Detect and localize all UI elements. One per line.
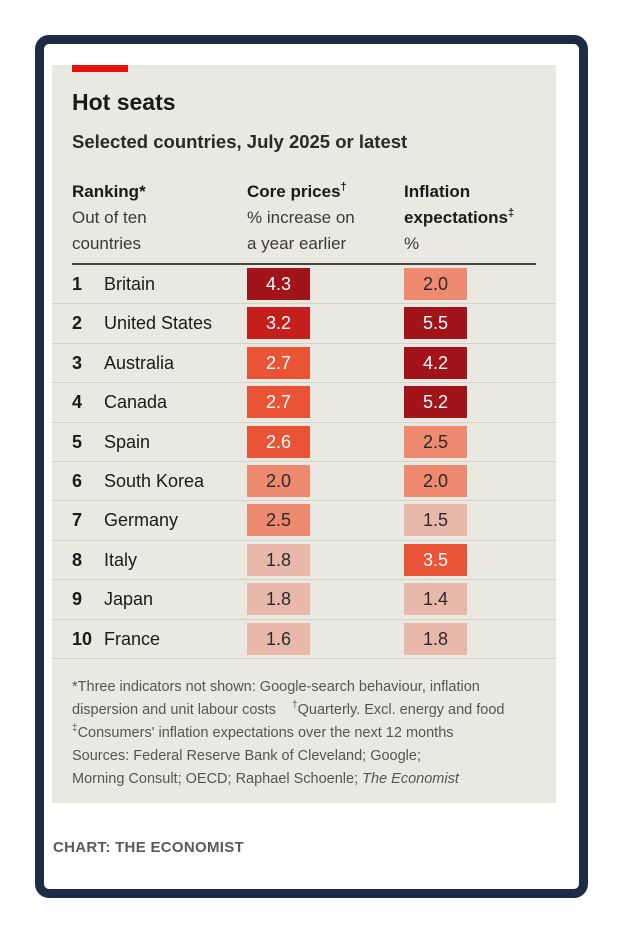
rank-number: 2 (72, 313, 83, 334)
footnote-line5: Morning Consult; OECD; Raphael Schoenle; (72, 771, 359, 787)
core-price-cell: 1.6 (247, 622, 310, 655)
core-price-cell: 1.8 (247, 583, 310, 616)
inflation-expectation-cell: 2.5 (404, 425, 467, 458)
inflation-expectation-cell: 5.2 (404, 386, 467, 419)
table-row: 1 Britain 4.3 2.0 (52, 265, 556, 305)
chart-credit: CHART: THE ECONOMIST (53, 839, 244, 856)
table-row: 7 Germany 2.5 1.5 (52, 501, 556, 541)
inflation-expectation-cell: 1.5 (404, 504, 467, 537)
rank-number: 6 (72, 470, 83, 491)
footnote-ddagger: ‡ (72, 723, 78, 734)
inflation-expectation-cell: 1.8 (404, 622, 467, 655)
table-row: 6 South Korea 2.0 2.0 (52, 462, 556, 502)
rank-number: 7 (72, 510, 83, 531)
inflation-header-label1: Inflation (404, 182, 471, 201)
inflation-header-mark: ‡ (507, 207, 515, 219)
data-table: 1 Britain 4.3 2.0 2 United States 3.2 5.5 3 Austr… (52, 265, 556, 659)
chart-title: Hot seats (72, 89, 176, 115)
table-row: 9 Japan 1.8 1.4 (52, 580, 556, 620)
inflation-expectation-cell: 2.0 (404, 268, 467, 300)
rank-number: 9 (72, 589, 83, 610)
country-name: Italy (104, 549, 138, 570)
footnote-line4: Sources: Federal Reserve Bank of Clevela… (72, 748, 421, 764)
footnotes: *Three indicators not shown: Google-sear… (72, 676, 548, 791)
core-header-label: Core prices (247, 182, 341, 201)
ranking-header-label: Ranking (72, 182, 140, 201)
country-name: Germany (104, 510, 179, 531)
footnote-line2b: Quarterly. Excl. energy and food (297, 702, 505, 718)
rank-number: 1 (72, 274, 83, 294)
country-name: Canada (104, 392, 168, 413)
core-price-cell: 2.6 (247, 425, 310, 458)
core-prices-column-header: Core prices† % increase on a year earlie… (247, 179, 355, 257)
rank-number: 3 (72, 352, 83, 373)
rank-number: 10 (72, 628, 93, 649)
core-price-cell: 2.7 (247, 346, 310, 379)
footnote-line3: Consumers' inflation expectations over t… (77, 725, 454, 741)
footnote-line1: *Three indicators not shown: Google-sear… (72, 679, 480, 695)
table-row: 10 France 1.6 1.8 (52, 620, 556, 659)
footnote-line5-italic: The Economist (362, 771, 459, 787)
chart-panel: Hot seats Selected countries, July 2025 … (52, 65, 556, 803)
core-header-sub2: a year earlier (247, 234, 347, 253)
inflation-header-label2: expectations (404, 208, 508, 227)
footnote-line2a: dispersion and unit labour costs (72, 702, 276, 718)
country-name: Britain (104, 274, 156, 294)
footnote-dagger: † (292, 700, 298, 711)
inflation-column-header: Inflation expectations‡ % (404, 179, 514, 257)
ranking-column-header: Ranking* Out of ten countries (72, 179, 147, 257)
core-header-sub1: % increase on (247, 208, 355, 227)
rank-number: 4 (72, 392, 83, 413)
country-name: Australia (104, 352, 175, 373)
ranking-header-sub2: countries (72, 234, 141, 253)
core-price-cell: 4.3 (247, 268, 310, 300)
core-price-cell: 3.2 (247, 307, 310, 340)
table-row: 3 Australia 2.7 4.2 (52, 344, 556, 384)
economist-red-tag (72, 65, 128, 72)
table-row: 2 United States 3.2 5.5 (52, 304, 556, 344)
table-row: 8 Italy 1.8 3.5 (52, 541, 556, 581)
core-price-cell: 2.5 (247, 504, 310, 537)
inflation-expectation-cell: 1.4 (404, 583, 467, 616)
country-name: Spain (104, 431, 151, 452)
chart-subtitle: Selected countries, July 2025 or latest (72, 131, 408, 152)
ranking-header-mark: * (139, 182, 146, 201)
inflation-header-sub1: % (404, 234, 420, 253)
inflation-expectation-cell: 5.5 (404, 307, 467, 340)
inflation-expectation-cell: 3.5 (404, 543, 467, 576)
core-header-mark: † (340, 181, 347, 193)
rank-number: 5 (72, 431, 83, 452)
country-name: South Korea (104, 470, 205, 491)
rank-number: 8 (72, 549, 83, 570)
core-price-cell: 2.0 (247, 464, 310, 497)
ranking-header-sub1: Out of ten (72, 208, 147, 227)
core-price-cell: 1.8 (247, 543, 310, 576)
core-price-cell: 2.7 (247, 386, 310, 419)
table-row: 4 Canada 2.7 5.2 (52, 383, 556, 423)
table-row: 5 Spain 2.6 2.5 (52, 423, 556, 462)
header-rule (72, 263, 536, 265)
inflation-expectation-cell: 4.2 (404, 346, 467, 379)
country-name: Japan (104, 589, 154, 610)
country-name: France (104, 628, 161, 649)
country-name: United States (104, 313, 213, 334)
inflation-expectation-cell: 2.0 (404, 464, 467, 497)
